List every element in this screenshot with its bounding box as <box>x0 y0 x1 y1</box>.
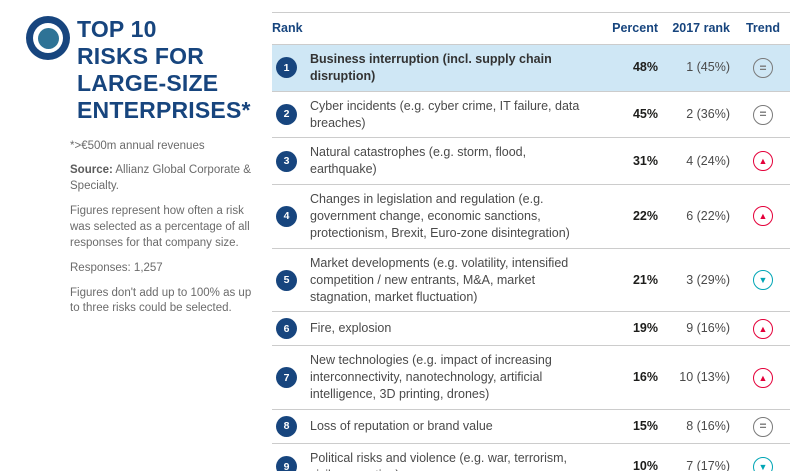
percent-value: 22% <box>632 209 658 223</box>
risk-label: Changes in legislation and regulation (e… <box>310 192 570 240</box>
risk-label: Political risks and violence (e.g. war, … <box>310 451 568 471</box>
trend-up-icon <box>753 367 773 388</box>
rank-2017-value: 3 (29%) <box>686 272 730 287</box>
risk-label: Market developments (e.g. volatility, in… <box>310 255 569 304</box>
sum-note: Figures don't add up to 100% as up to th… <box>70 286 252 315</box>
rank-badge: 5 <box>276 269 297 291</box>
brand-block: TOP 10 RISKS FOR LARGE-SIZE ENTERPRISES* <box>26 16 256 125</box>
rank-badge: 4 <box>276 205 297 227</box>
risk-label: Business interruption (incl. supply chai… <box>310 51 552 83</box>
table-row: 6 Fire, explosion 19% 9 (16%) <box>272 312 790 347</box>
notes-block: *>€500m annual revenues Source: Allianz … <box>70 139 260 318</box>
table-row: 7 New technologies (e.g. impact of incre… <box>272 346 790 410</box>
risk-label: Natural catastrophes (e.g. storm, flood,… <box>310 145 527 177</box>
rank-2017-value: 1 (45%) <box>686 60 730 75</box>
table-row: 2 Cyber incidents (e.g. cyber crime, IT … <box>272 92 790 139</box>
rank-badge: 9 <box>276 456 297 471</box>
table-row: 9 Political risks and violence (e.g. war… <box>272 444 790 471</box>
risk-label: Fire, explosion <box>310 321 392 336</box>
rank-2017-value: 7 (17%) <box>686 459 730 471</box>
rank-badge: 6 <box>276 318 297 340</box>
rank-badge: 1 <box>276 57 297 79</box>
percent-value: 10% <box>632 459 658 471</box>
percent-value: 21% <box>632 272 658 287</box>
footnote-revenues: *>€500m annual revenues <box>70 139 205 152</box>
rank-2017-value: 4 (24%) <box>686 153 730 168</box>
table-row: 5 Market developments (e.g. volatility, … <box>272 249 790 313</box>
table-row: 8 Loss of reputation or brand value 15% … <box>272 410 790 444</box>
source-text: Allianz Global Corporate & Specialty. <box>70 164 251 193</box>
title-line-3: LARGE-SIZE <box>77 70 219 97</box>
rank-badge: 3 <box>276 150 297 172</box>
table-row: 1 Business interruption (incl. supply ch… <box>272 44 790 92</box>
rank-badge: 2 <box>276 104 297 125</box>
page-title: TOP 10 RISKS FOR LARGE-SIZE ENTERPRISES* <box>77 16 251 125</box>
rank-2017-value: 8 (16%) <box>686 419 730 434</box>
concentric-circles-icon <box>26 16 70 60</box>
trend-down-icon <box>753 456 773 471</box>
percent-value: 45% <box>632 107 658 122</box>
percent-value: 15% <box>632 419 658 434</box>
trend-down-icon <box>753 270 773 291</box>
rank-2017-value: 9 (16%) <box>686 321 730 336</box>
rank-badge: 8 <box>276 416 297 437</box>
table-header-row: Rank Percent 2017 rank Trend <box>272 12 790 45</box>
trend-up-icon <box>753 151 773 172</box>
rank-2017-value: 2 (36%) <box>686 107 730 122</box>
percent-value: 19% <box>632 321 658 336</box>
rank-2017-value: 6 (22%) <box>686 209 730 223</box>
title-line-1: TOP 10 <box>77 16 157 42</box>
risk-label: Loss of reputation or brand value <box>310 419 493 434</box>
methodology-note: Figures represent how often a risk was s… <box>70 205 250 249</box>
percent-value: 48% <box>632 60 658 75</box>
risks-table: Rank Percent 2017 rank Trend 1 Business … <box>262 0 800 471</box>
risk-label: New technologies (e.g. impact of increas… <box>310 353 552 402</box>
responses-note: Responses: 1,257 <box>70 261 163 274</box>
sidebar: TOP 10 RISKS FOR LARGE-SIZE ENTERPRISES*… <box>0 0 262 471</box>
header-percent: Percent <box>612 21 658 35</box>
source-note: Source: Allianz Global Corporate & Speci… <box>70 163 260 195</box>
trend-equal-icon <box>753 57 773 78</box>
title-line-4: ENTERPRISES* <box>77 97 251 124</box>
trend-equal-icon <box>753 416 773 437</box>
rank-badge: 7 <box>276 367 297 389</box>
table-row: 4 Changes in legislation and regulation … <box>272 185 790 249</box>
percent-value: 16% <box>632 370 658 385</box>
trend-up-icon <box>753 318 773 339</box>
header-rank: Rank <box>272 21 303 35</box>
source-label: Source: <box>70 164 113 177</box>
header-2017-rank: 2017 rank <box>672 21 730 35</box>
percent-value: 31% <box>632 153 658 168</box>
risk-label: Cyber incidents (e.g. cyber crime, IT fa… <box>310 98 580 130</box>
title-line-2: RISKS FOR <box>77 43 205 70</box>
header-trend: Trend <box>745 21 781 35</box>
table-row: 3 Natural catastrophes (e.g. storm, floo… <box>272 138 790 186</box>
rank-2017-value: 10 (13%) <box>679 370 730 385</box>
trend-up-icon <box>753 206 773 227</box>
trend-equal-icon <box>753 104 773 125</box>
